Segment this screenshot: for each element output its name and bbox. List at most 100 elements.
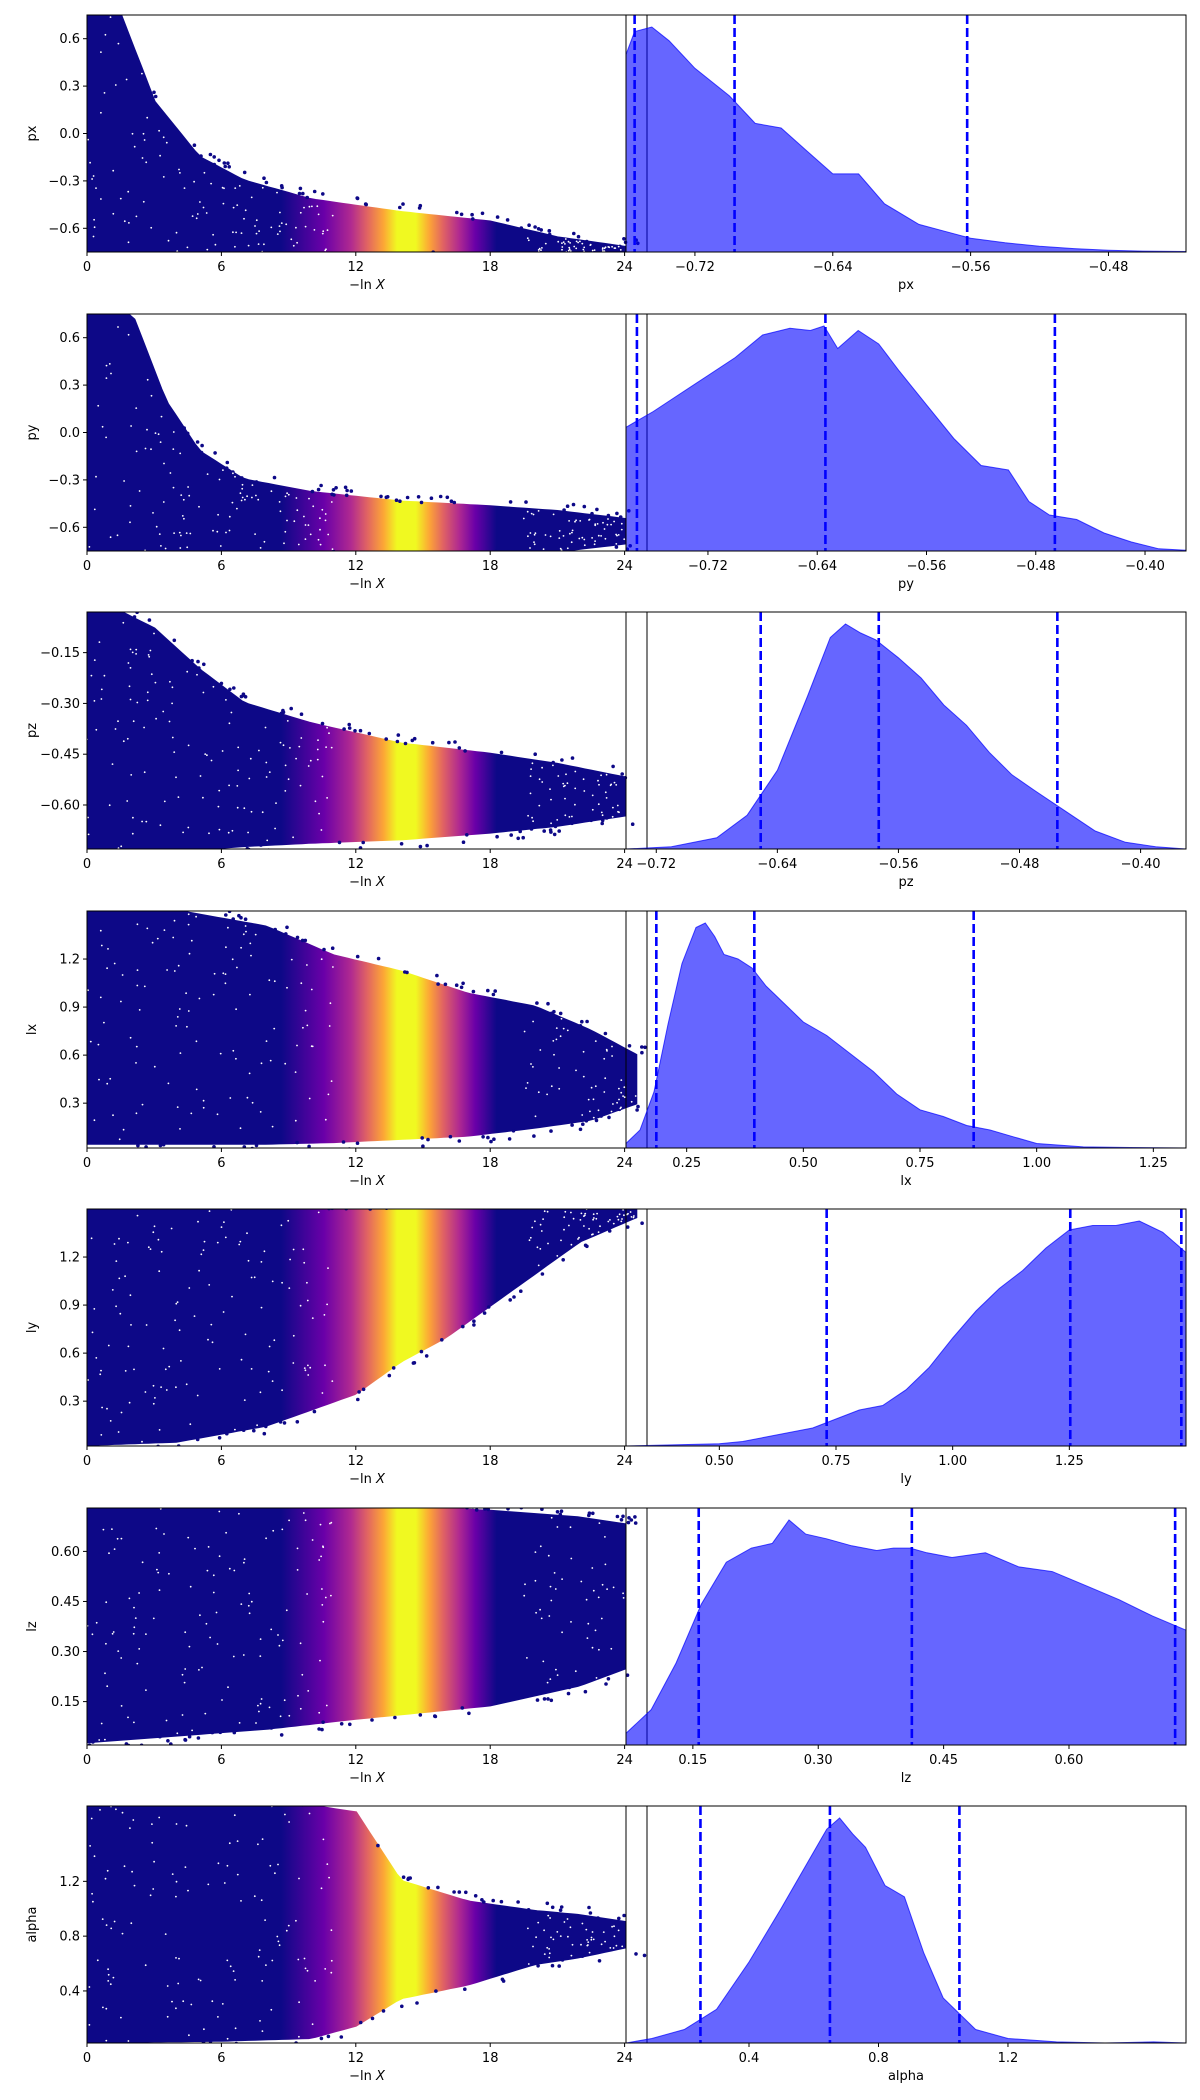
lz-trace-speckle [591,1646,594,1649]
lz-trace-speckle [534,1579,537,1582]
lx-trace-speckle [284,1062,287,1065]
pz-trace-speckle [103,674,106,677]
px-trace-outlier-point [471,217,475,221]
lx-trace-outlier-point [454,983,459,987]
lz-trace-outlier-point [626,1520,631,1525]
lx-trace-speckle [224,973,227,975]
px-trace-speckle [112,212,115,215]
lz-trace-speckle [548,1615,551,1617]
py-trace-outlier-point [494,549,498,551]
py-trace-outlier-point [565,504,570,509]
py-trace-speckle [105,364,108,367]
alpha-trace-speckle [586,1944,589,1947]
lx-trace-outlier-point [421,1144,425,1148]
py-trace-outlier-point [385,495,390,499]
px-trace-outlier-point [486,254,490,258]
py-trace-outlier-point [310,489,315,494]
px-trace-speckle [146,116,149,119]
py-trace-speckle [146,428,148,431]
alpha-trace-outlier-point [326,2034,331,2039]
ly-trace-speckle [196,1394,199,1397]
alpha-density-xlabel: alpha [888,2069,924,2084]
ly-trace-ytick-label: 1.2 [59,1251,80,1266]
ly-trace-outlier-point [439,1205,443,1209]
pz-trace-speckle [202,691,205,694]
ly-trace-speckle [271,1380,274,1382]
py-trace-speckle [570,541,573,544]
ly-trace-outlier-point [628,1204,632,1208]
ly-trace-speckle [289,1258,291,1261]
lz-trace-xtick-label: 24 [616,1753,633,1768]
pz-trace-outlier-point [425,843,429,848]
alpha-trace-outlier-point [473,1894,478,1898]
lx-trace-speckle [173,970,176,972]
pz-trace-speckle [143,771,146,774]
py-trace-speckle [574,520,576,523]
lz-trace-outlier-point [154,1501,158,1505]
py-trace-speckle [308,497,310,500]
alpha-trace-speckle [107,1980,110,1982]
alpha-trace-speckle [298,2035,300,2038]
py-trace-outlier-point [614,545,619,549]
ly-trace-speckle [528,1239,531,1242]
lz-trace-speckle [108,1552,110,1555]
py-trace-speckle [319,517,321,520]
alpha-trace-speckle [171,2000,173,2003]
px-trace-points [87,15,640,264]
ly-density-area [626,1220,1186,1446]
px-trace-speckle [162,176,165,178]
px-trace-speckle [257,243,260,246]
px-trace-speckle [276,233,279,236]
pz-trace-speckle [228,784,231,787]
pz-trace-speckle [149,649,152,652]
pz-trace-outlier-point [241,692,246,696]
alpha-trace-speckle [88,2024,91,2026]
lx-trace-xtick-label: 12 [348,1156,365,1171]
lz-density-area-group [626,1508,1186,1745]
lz-trace-outlier-point [558,1512,563,1517]
px-trace-speckle [561,242,563,245]
px-trace-speckle [109,16,112,18]
px-trace-speckle [276,191,278,194]
alpha-trace-speckle [149,1894,152,1897]
px-trace-outlier-point [248,257,252,261]
py-trace-outlier-point [405,495,410,500]
px-trace-outlier-point [552,260,556,264]
pz-trace-speckle [258,749,260,752]
alpha-trace-speckle [566,1918,569,1920]
lx-trace-outlier-point [493,989,498,993]
alpha-trace-outlier-point [96,1797,100,1801]
py-trace-speckle [97,404,100,407]
lx-trace-outlier-point [212,1145,216,1148]
lz-trace-speckle [601,1583,604,1586]
pz-trace-speckle [556,819,559,821]
lz-trace-speckle [547,1554,550,1557]
lx-trace-outlier-point [284,932,288,936]
alpha-trace-outlier-point [312,1796,316,1800]
ly-trace-speckle [174,1319,177,1322]
pz-trace-points [87,612,635,849]
ly-trace-speckle [130,1324,132,1326]
lx-trace-speckle [550,1085,553,1088]
ly-trace-speckle [324,1364,326,1367]
px-trace-outlier-point [533,255,537,259]
px-trace-speckle [557,240,560,243]
alpha-trace-speckle [166,1985,169,1987]
lx-trace-ylabel: lx [25,1024,40,1036]
py-trace-speckle [178,531,181,534]
pz-trace-outlier-point [232,686,236,690]
pz-trace-outlier-point [495,834,499,839]
ly-trace-speckle [127,1345,130,1348]
py-density-xtick-label: −0.64 [797,559,837,574]
lz-trace-outlier-point [218,1730,223,1735]
lz-trace-speckle [145,1633,147,1635]
lx-trace-speckle [146,927,149,930]
py-trace-speckle [158,533,161,535]
px-trace-speckle [127,241,130,244]
pz-trace-speckle [210,759,213,762]
py-trace-outlier-point [345,488,349,493]
alpha-trace-speckle [226,1864,229,1867]
ly-trace-speckle [224,1236,227,1239]
